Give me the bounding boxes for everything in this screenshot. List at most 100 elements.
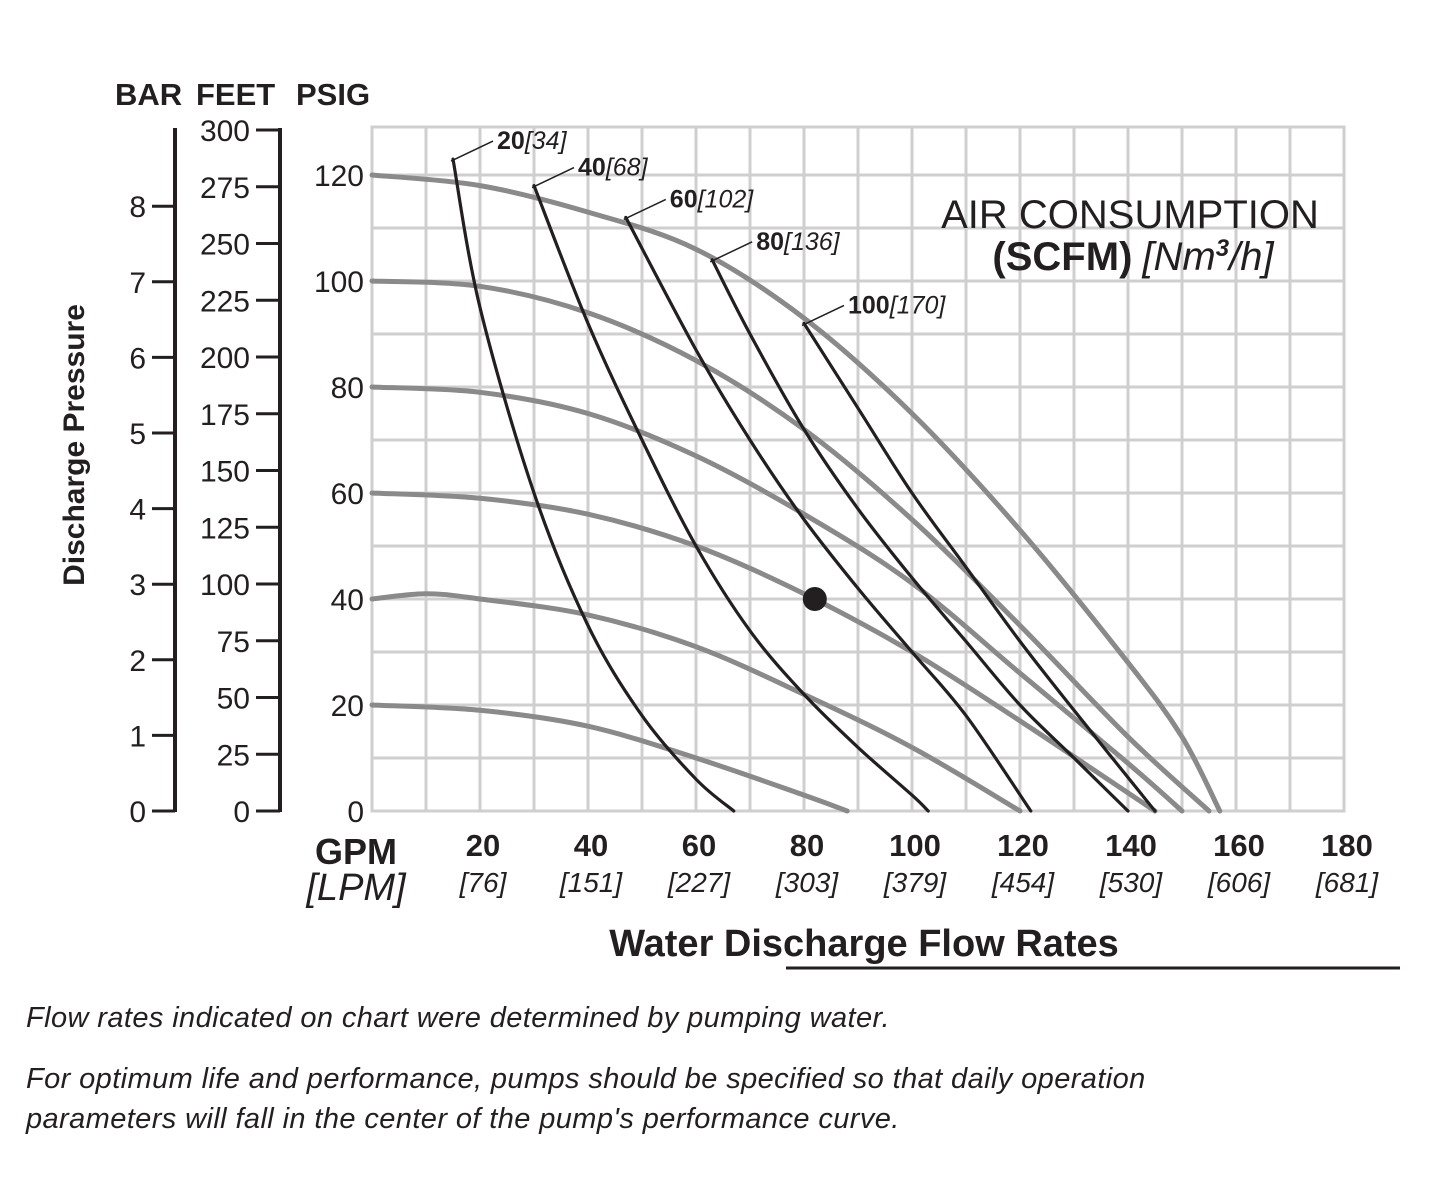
x-tick-lpm-label: [151] (559, 867, 623, 898)
feet-tick-label: 300 (200, 115, 250, 148)
curve-label-40: 40[68] (578, 154, 649, 182)
bar-tick-label: 4 (129, 494, 146, 527)
pressure-curve-3 (369, 384, 1185, 814)
feet-tick-label: 150 (200, 456, 250, 489)
curve-label-leader (623, 198, 667, 221)
x-tick-gpm-label: 140 (1105, 828, 1157, 863)
curve-label-leader (531, 166, 575, 189)
plot-frame (370, 125, 1346, 813)
curve-label-value: 60 (670, 185, 698, 213)
air-consumption-title: AIR CONSUMPTION (941, 193, 1319, 237)
x-tick-lpm-label: [303] (775, 867, 839, 898)
feet-tick-label: 275 (200, 172, 250, 205)
air-curve-labels: 20[34] 40[68] 60[102]80[136] 100[170] (450, 127, 946, 327)
curve-label-60: 60[102] (670, 185, 754, 213)
curve-label-metric: [136] (783, 228, 841, 256)
x-tick-lpm-label: [379] (883, 867, 947, 898)
curve-label-value: 20 (497, 127, 525, 155)
x-axis-title: Water Discharge Flow Rates (609, 923, 1119, 965)
bar-tick-label: 3 (129, 569, 146, 602)
x-tick-lpm-label: [227] (667, 867, 731, 898)
feet-tick-label: 50 (217, 683, 250, 716)
scfm-unit: (SCFM) (992, 235, 1132, 279)
curve-label-20: 20[34] (497, 127, 568, 155)
x-tick-gpm-label: 180 (1321, 828, 1373, 863)
pressure-curves (369, 172, 1223, 814)
bar-axis-header: BAR (115, 77, 182, 112)
air-curve-2 (532, 184, 930, 813)
nm3h-unit-open: [Nm (1141, 235, 1215, 279)
bar-tick-label: 0 (129, 796, 146, 829)
bar-tick-label: 1 (129, 720, 146, 753)
curve-label-value: 100 (848, 291, 890, 319)
air-curve-4 (710, 258, 1130, 813)
x-tick-lpm-label: [454] (991, 867, 1055, 898)
x-tick-gpm-label: 100 (889, 828, 941, 863)
feet-tick-label: 75 (217, 626, 250, 659)
x-unit-lpm: [LPM] (305, 867, 407, 909)
feet-tick-label: 125 (200, 512, 250, 545)
psig-tick-label: 100 (314, 266, 364, 299)
psig-tick-label: 20 (331, 690, 364, 723)
curve-label-value: 80 (756, 228, 784, 256)
note-flow-rates: Flow rates indicated on chart were deter… (26, 1002, 890, 1034)
feet-tick-label: 225 (200, 285, 250, 318)
tick-labels: 0204060801001200255075100125150175200225… (129, 115, 1379, 898)
air-curves (451, 157, 1157, 813)
psig-axis-header: PSIG (296, 77, 370, 112)
curve-label-leader (709, 241, 753, 263)
psig-tick-label: 60 (331, 478, 364, 511)
feet-tick-label: 200 (200, 342, 250, 375)
x-tick-gpm-label: 60 (682, 828, 716, 863)
psig-tick-label: 120 (314, 160, 364, 193)
x-tick-gpm-label: 40 (574, 828, 608, 863)
bar-tick-label: 8 (129, 191, 146, 224)
curve-label-metric: [170] (889, 291, 947, 319)
x-tick-lpm-label: [606] (1207, 867, 1271, 898)
psig-tick-label: 80 (331, 372, 364, 405)
bar-tick-label: 6 (129, 342, 146, 375)
curve-label-value: 40 (578, 154, 606, 182)
operating-point-marker (802, 587, 827, 611)
pump-performance-chart: 0204060801001200255075100125150175200225… (58, 77, 1400, 970)
pressure-curve-6 (369, 702, 850, 814)
pressure-curve-1 (369, 172, 1223, 814)
grid (370, 125, 1346, 813)
air-curve-3 (624, 215, 1033, 813)
x-tick-lpm-label: [76] (459, 867, 508, 898)
feet-tick-label: 100 (200, 569, 250, 602)
x-unit-gpm: GPM (315, 831, 397, 872)
x-tick-gpm-label: 20 (466, 828, 500, 863)
nm3h-unit-close: /h] (1226, 235, 1274, 279)
air-consumption-units: (SCFM) [Nm3/h] (992, 235, 1274, 279)
curve-label-leader (801, 304, 845, 327)
air-curve-1 (451, 157, 736, 813)
bar-tick-label: 2 (129, 645, 146, 678)
curve-label-metric: [34] (524, 127, 568, 155)
curve-label-80: 80[136] (756, 228, 840, 256)
x-tick-gpm-label: 160 (1213, 828, 1265, 863)
psig-tick-label: 40 (331, 584, 364, 617)
feet-tick-label: 175 (200, 399, 250, 432)
air-curve-5 (802, 321, 1157, 813)
x-tick-lpm-label: [530] (1099, 867, 1163, 898)
feet-tick-label: 25 (217, 739, 250, 772)
x-tick-gpm-label: 120 (997, 828, 1049, 863)
nm3h-unit-sup: 3 (1216, 235, 1230, 262)
feet-tick-label: 250 (200, 229, 250, 262)
feet-tick-label: 0 (233, 796, 250, 829)
psig-tick-label: 0 (347, 796, 364, 829)
bar-tick-label: 5 (129, 418, 146, 451)
curve-label-leader (450, 140, 494, 162)
feet-axis-header: FEET (196, 77, 275, 112)
curve-label-metric: [68] (605, 154, 649, 182)
note-optimum-line1: For optimum life and performance, pumps … (26, 1063, 1146, 1095)
x-tick-lpm-label: [681] (1315, 867, 1379, 898)
y-axis-label: Discharge Pressure (58, 304, 91, 586)
air-consumption-legend: AIR CONSUMPTION (SCFM) [Nm3/h] (941, 193, 1319, 279)
curve-label-metric: [102] (697, 185, 755, 213)
curve-label-100: 100[170] (848, 291, 946, 319)
x-tick-gpm-label: 80 (790, 828, 824, 863)
note-optimum-line2: parameters will fall in the center of th… (26, 1103, 900, 1135)
bar-tick-label: 7 (129, 267, 146, 300)
